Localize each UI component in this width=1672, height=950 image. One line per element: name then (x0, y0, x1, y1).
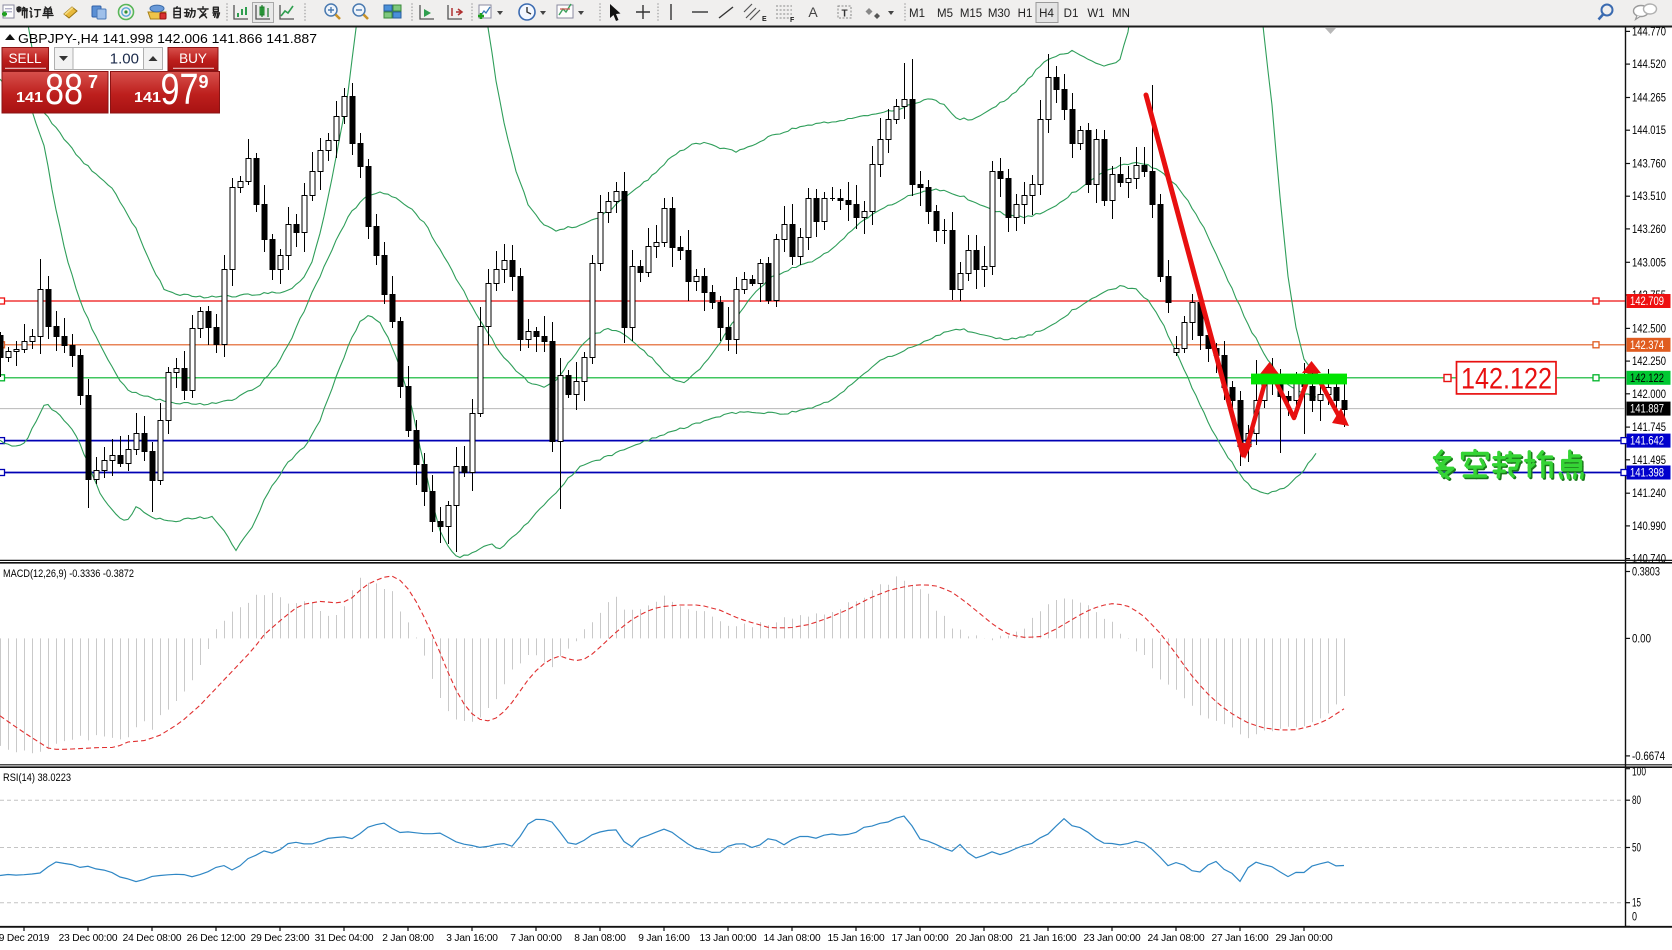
svg-text:20 Jan 08:00: 20 Jan 08:00 (955, 933, 1013, 944)
svg-text:142.500: 142.500 (1632, 323, 1666, 335)
svg-text:M30: M30 (988, 8, 1010, 20)
svg-text:142.122: 142.122 (1461, 363, 1552, 396)
svg-text:141.642: 141.642 (1630, 436, 1664, 448)
svg-text:80: 80 (1632, 795, 1641, 807)
svg-text:143.510: 143.510 (1632, 191, 1666, 203)
svg-text:24 Dec 08:00: 24 Dec 08:00 (123, 933, 182, 944)
svg-text:141.745: 141.745 (1632, 422, 1666, 434)
svg-text:3 Jan 16:00: 3 Jan 16:00 (446, 933, 498, 944)
svg-text:143.760: 143.760 (1632, 159, 1666, 171)
svg-text:50: 50 (1632, 843, 1641, 855)
svg-text:23 Jan 00:00: 23 Jan 00:00 (1083, 933, 1141, 944)
svg-text:29 Jan 00:00: 29 Jan 00:00 (1275, 933, 1333, 944)
svg-text:141.240: 141.240 (1632, 488, 1666, 500)
svg-text:17 Jan 00:00: 17 Jan 00:00 (891, 933, 949, 944)
svg-text:9 Dec 2019: 9 Dec 2019 (0, 933, 50, 944)
svg-text:140.740: 140.740 (1632, 554, 1666, 566)
svg-text:E: E (762, 16, 767, 23)
svg-text:144.770: 144.770 (1632, 26, 1666, 38)
svg-text:142.122: 142.122 (1630, 373, 1664, 385)
svg-text:27 Jan 16:00: 27 Jan 16:00 (1211, 933, 1269, 944)
svg-text:0.3803: 0.3803 (1632, 567, 1660, 579)
svg-text:24 Jan 08:00: 24 Jan 08:00 (1147, 933, 1205, 944)
svg-text:T: T (841, 9, 847, 20)
svg-text:13 Jan 00:00: 13 Jan 00:00 (699, 933, 757, 944)
svg-text:144.520: 144.520 (1632, 59, 1666, 71)
svg-text:21 Jan 16:00: 21 Jan 16:00 (1019, 933, 1077, 944)
svg-text:8 Jan 08:00: 8 Jan 08:00 (574, 933, 626, 944)
svg-text:MACD(12,26,9) -0.3336 -0.3872: MACD(12,26,9) -0.3336 -0.3872 (3, 568, 134, 580)
svg-text:H4: H4 (1039, 8, 1054, 20)
svg-text:141: 141 (134, 89, 161, 106)
svg-text:9: 9 (199, 72, 209, 92)
svg-text:F: F (790, 17, 795, 24)
svg-text:143.260: 143.260 (1632, 224, 1666, 236)
svg-text:M15: M15 (960, 8, 982, 20)
svg-text:M5: M5 (937, 8, 953, 20)
svg-text:144.265: 144.265 (1632, 93, 1666, 105)
svg-text:W1: W1 (1087, 8, 1104, 20)
svg-text:23 Dec 00:00: 23 Dec 00:00 (59, 933, 118, 944)
svg-text:1.00: 1.00 (110, 51, 139, 68)
svg-text:SELL: SELL (8, 51, 42, 66)
svg-text:140.990: 140.990 (1632, 521, 1666, 533)
svg-text:0: 0 (1632, 911, 1637, 923)
svg-text:-0.6674: -0.6674 (1632, 751, 1666, 763)
svg-text:BUY: BUY (179, 51, 207, 66)
svg-text:31 Dec 04:00: 31 Dec 04:00 (315, 933, 374, 944)
svg-text:141: 141 (16, 89, 43, 106)
svg-text:D1: D1 (1064, 8, 1079, 20)
svg-text:9 Jan 16:00: 9 Jan 16:00 (638, 933, 690, 944)
svg-text:142.250: 142.250 (1632, 356, 1666, 368)
svg-text:142.000: 142.000 (1632, 389, 1666, 401)
svg-text:143.005: 143.005 (1632, 257, 1666, 269)
svg-text:144.015: 144.015 (1632, 125, 1666, 137)
svg-text:7 Jan 00:00: 7 Jan 00:00 (510, 933, 562, 944)
svg-text:142.374: 142.374 (1630, 340, 1664, 352)
svg-text:14 Jan 08:00: 14 Jan 08:00 (763, 933, 821, 944)
svg-text:2 Jan 08:00: 2 Jan 08:00 (382, 933, 434, 944)
svg-text:H1: H1 (1018, 8, 1033, 20)
svg-text:100: 100 (1632, 767, 1646, 779)
svg-text:97: 97 (161, 65, 199, 114)
svg-text:0.00: 0.00 (1632, 633, 1651, 645)
svg-text:29 Dec 23:00: 29 Dec 23:00 (251, 933, 310, 944)
svg-text:88: 88 (45, 65, 83, 114)
svg-text:M1: M1 (909, 8, 925, 20)
svg-text:26 Dec 12:00: 26 Dec 12:00 (187, 933, 246, 944)
svg-text:141.398: 141.398 (1630, 468, 1664, 480)
svg-text:142.709: 142.709 (1630, 296, 1664, 308)
svg-text:15: 15 (1632, 898, 1641, 910)
svg-text:15 Jan 16:00: 15 Jan 16:00 (827, 933, 885, 944)
svg-text:RSI(14) 38.0223: RSI(14) 38.0223 (3, 772, 71, 784)
svg-text:A: A (808, 4, 818, 20)
svg-text:MN: MN (1112, 8, 1130, 20)
svg-text:GBPJPY-,H4 141.998 142.006 14: GBPJPY-,H4 141.998 142.006 141.866 141.8… (18, 32, 317, 46)
svg-text:141.887: 141.887 (1630, 404, 1664, 416)
svg-text:7: 7 (88, 72, 98, 92)
svg-text:141.495: 141.495 (1632, 455, 1666, 467)
